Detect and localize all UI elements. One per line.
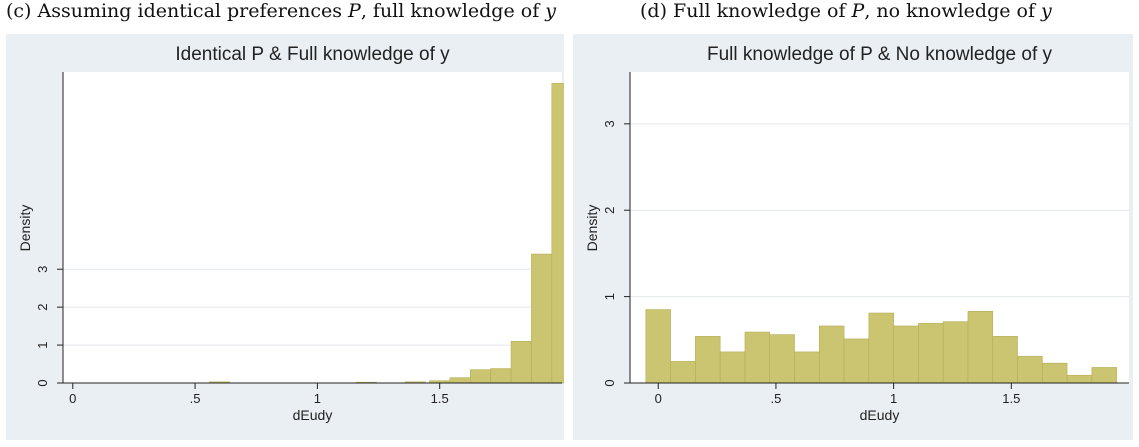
chartd-x-tick-label: 1 — [890, 391, 897, 406]
chartd-bar — [719, 351, 746, 384]
chartd-x-axis-title: dEudy — [860, 407, 900, 423]
chartd-y-tick-label: 1 — [602, 293, 617, 300]
caption-c-prefix: (c) Assuming identical preferences — [6, 0, 349, 22]
chartc-title: Identical P & Full knowledge of y — [175, 44, 450, 65]
histogram-d: Full knowledge of P & No knowledge of y 0… — [584, 44, 1129, 423]
chartd-x-tick-label: .5 — [771, 391, 782, 406]
chartc-y-tick-label: 2 — [35, 304, 50, 311]
chartd-bar — [992, 336, 1018, 384]
chartd-bar — [744, 331, 771, 384]
chartd-y-tick-label: 3 — [602, 120, 617, 127]
chartd-bar — [769, 334, 795, 384]
caption-d-var2: y — [1041, 0, 1052, 22]
chartd-bar — [893, 325, 919, 384]
chartd-bar — [1041, 362, 1068, 384]
chartd-bar — [1091, 367, 1117, 384]
caption-d-var1: P — [851, 0, 865, 22]
caption-c: (c) Assuming identical preferences P, fu… — [6, 0, 556, 22]
chartc-bar — [469, 369, 491, 384]
chartd-bar — [794, 351, 820, 384]
caption-c-mid: , full knowledge of — [360, 0, 546, 22]
chartc-x-axis-title: dEudy — [293, 407, 333, 423]
chartc-y-tick-label: 0 — [35, 379, 50, 386]
chartc-plot-area — [63, 72, 562, 383]
caption-d-mid: , no knowledge of — [864, 0, 1042, 22]
caption-d-prefix: (d) Full knowledge of — [640, 0, 852, 22]
chartd-y-axis-title: Density — [584, 205, 600, 252]
chartd-bar — [670, 361, 696, 384]
chartd-x-tick-label: 0 — [655, 391, 662, 406]
chartc-y-tick-label: 3 — [35, 266, 50, 273]
chartc-bar — [551, 83, 564, 384]
chartd-bar — [843, 338, 870, 384]
chartc-x-tick-label: 0 — [69, 391, 76, 406]
chartd-y-tick-label: 0 — [602, 379, 617, 386]
chartd-x-tick-label: 1.5 — [1002, 391, 1020, 406]
chartc-bar — [490, 368, 512, 384]
chartd-bar — [918, 323, 944, 384]
caption-c-var1: P — [348, 0, 361, 22]
chartd-bar — [818, 325, 845, 384]
chartc-x-tick-label: .5 — [190, 391, 201, 406]
chartd-bar — [942, 321, 969, 384]
chartd-title: Full knowledge of P & No knowledge of y — [707, 44, 1053, 65]
chartd-bar — [868, 312, 894, 384]
chartd-bar — [967, 310, 994, 384]
chartc-y-axis-title: Density — [17, 205, 33, 252]
chartd-bar — [645, 309, 671, 384]
chartc-x-tick-label: 1 — [314, 391, 321, 406]
chartd-bar — [695, 336, 721, 384]
chartd-y-tick-label: 2 — [602, 207, 617, 214]
chartc-bar — [449, 377, 471, 384]
chartc-bar — [531, 253, 553, 384]
chart-panel-c: Identical P & Full knowledge of y 0 .5 1 1.5… — [6, 34, 564, 440]
chartc-bar — [510, 340, 532, 384]
caption-c-var2: y — [545, 0, 556, 22]
caption-d: (d) Full knowledge of P, no knowledge of… — [640, 0, 1052, 22]
chartc-x-tick-label: 1.5 — [431, 391, 449, 406]
histogram-c: Identical P & Full knowledge of y 0 .5 1 1.5… — [17, 44, 564, 423]
chartc-y-tick-label: 1 — [35, 341, 50, 348]
chartd-bar — [1017, 355, 1043, 384]
chart-panel-d: Full knowledge of P & No knowledge of y 0… — [573, 34, 1133, 440]
chartd-bar — [1066, 374, 1093, 384]
